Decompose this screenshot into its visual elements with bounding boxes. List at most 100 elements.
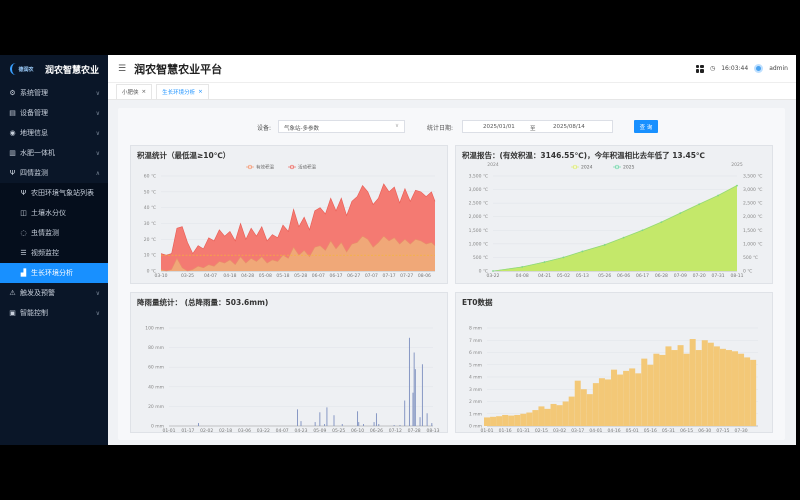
rain-bar: [408, 337, 410, 426]
y-tick-label: 4 mm: [469, 375, 482, 381]
x-tick-label: 04-18: [223, 273, 236, 279]
username[interactable]: admin: [769, 65, 788, 72]
eto-bar: [556, 405, 563, 426]
right-axis-name: 2025: [731, 162, 743, 168]
sidebar-item[interactable]: ▟ 生长环境分析: [0, 263, 108, 283]
y-tick-label: 0 ℃: [479, 269, 488, 275]
legend-label: 活动积温: [298, 164, 316, 171]
device-icon: ▤: [9, 109, 16, 117]
chart-title: 降雨量统计： (总降雨量：503.6mm): [137, 298, 269, 307]
date-label: 统计日期:: [427, 125, 454, 132]
sidebar-item[interactable]: ◉ 地理信息 ∨: [0, 123, 108, 143]
query-button[interactable]: 查 询: [634, 120, 658, 133]
y-tick-label: 0 ℃: [147, 269, 156, 275]
sidebar-item[interactable]: ⚙ 系统管理 ∨: [0, 83, 108, 103]
eto-bar: [683, 353, 690, 426]
x-tick-label: 05-08: [259, 273, 272, 279]
device-select[interactable]: 气象站-多参数 ∨: [278, 120, 405, 133]
sidebar-item[interactable]: ▣ 智能控制 ∨: [0, 303, 108, 323]
sidebar-item-label: 虫情监测: [31, 229, 59, 237]
eto-bar: [617, 374, 624, 426]
data-point: [581, 250, 584, 253]
sidebar-item[interactable]: ⚠ 触发及预警 ∨: [0, 283, 108, 303]
x-tick-label: 08-06: [418, 273, 431, 279]
sidebar-item-label: 系统管理: [20, 89, 48, 97]
chart-title: 积温报告：(有效积温：3146.55℃)，今年积温相比去年低了 13.45℃: [462, 151, 706, 160]
x-tick-label: 05-02: [557, 273, 570, 279]
sidebar-item[interactable]: ☰ 视频监控: [0, 243, 108, 263]
chevron-down-icon: ∨: [95, 309, 100, 317]
x-tick-label: 01-01: [162, 428, 175, 434]
avatar[interactable]: [754, 64, 764, 73]
y-tick-label: 7 mm: [469, 338, 482, 344]
data-point: [622, 236, 625, 239]
x-tick-label: 05-18: [276, 273, 289, 279]
x-tick-label: 04-23: [294, 428, 307, 434]
sidebar-item[interactable]: ◫ 土壤水分仪: [0, 203, 108, 223]
rain-bar: [375, 413, 377, 426]
date-range-picker[interactable]: 2025/01/01 至 2025/08/14: [462, 120, 613, 133]
eto-bar: [496, 416, 503, 426]
eto-bar: [611, 369, 618, 426]
y2-tick-label: 3,500 ℃: [743, 174, 762, 180]
sidebar: 德润农 润农智慧农业 ⚙ 系统管理 ∨ ▤ 设备管理 ∨ ◉ 地理信息 ∨ ▥ 水肥一体机 ∨ Ψ 四情监…: [0, 55, 108, 445]
close-icon[interactable]: ×: [141, 89, 147, 95]
rain-bar: [198, 423, 199, 426]
x-tick-label: 03-22: [257, 428, 270, 434]
eto-bar: [641, 358, 648, 426]
y2-tick-label: 1,500 ℃: [743, 228, 762, 234]
sidebar-item-label: 视频监控: [31, 249, 59, 257]
eto-bar: [604, 379, 611, 426]
y-tick-label: 5 mm: [469, 362, 482, 368]
sidebar-item-label: 土壤水分仪: [31, 209, 66, 217]
sidebar-item[interactable]: ▤ 设备管理 ∨: [0, 103, 108, 123]
list-icon: ☰: [20, 249, 27, 257]
eto-bar: [713, 346, 720, 426]
y-tick-label: 8 mm: [469, 326, 482, 332]
irrigation-icon: ▥: [9, 149, 16, 157]
x-tick-label: 03-10: [154, 273, 167, 279]
x-tick-label: 07-07: [365, 273, 378, 279]
x-tick-label: 03-06: [238, 428, 251, 434]
sidebar-item[interactable]: Ψ 农田环境气象站列表: [0, 183, 108, 203]
eto-bar: [514, 414, 521, 426]
y-tick-label: 6 mm: [469, 350, 482, 356]
y-tick-label: 60 ℃: [144, 174, 156, 180]
close-icon[interactable]: ×: [198, 89, 203, 95]
y-tick-label: 500 ℃: [473, 255, 488, 261]
y-tick-label: 10 ℃: [144, 253, 156, 259]
sidebar-item[interactable]: ▥ 水肥一体机 ∨: [0, 143, 108, 163]
sidebar-item[interactable]: Ψ 四情监测 ∧: [0, 163, 108, 183]
tab-growth-analysis[interactable]: 生长环境分析 ×: [156, 84, 209, 99]
x-tick-label: 02-02: [200, 428, 213, 434]
rain-bar: [319, 412, 321, 426]
app: 德润农 润农智慧农业 ⚙ 系统管理 ∨ ▤ 设备管理 ∨ ◉ 地理信息 ∨ ▥ 水肥一体机 ∨ Ψ 四情监…: [0, 55, 796, 445]
soil-icon: ◫: [20, 209, 27, 217]
data-point: [603, 244, 606, 246]
sidebar-item-label: 四情监测: [20, 169, 48, 177]
x-tick-label: 08-13: [426, 428, 439, 434]
eto-bar: [701, 340, 708, 426]
alert-icon: ⚠: [9, 289, 16, 297]
sidebar-item[interactable]: ◌ 虫情监测: [0, 223, 108, 243]
sidebar-item-label: 设备管理: [20, 109, 48, 117]
chevron-down-icon: ∨: [95, 289, 100, 297]
x-tick-label: 05-31: [662, 428, 675, 434]
eto-bar: [695, 350, 702, 426]
fullscreen-grid-icon[interactable]: [695, 64, 704, 73]
x-tick-label: 06-06: [617, 273, 630, 279]
menu-toggle-icon[interactable]: ☰: [118, 63, 127, 74]
y-tick-label: 1 mm: [469, 411, 482, 417]
x-tick-label: 08-11: [730, 273, 743, 279]
eto-bar: [719, 348, 726, 426]
eto-bar: [586, 394, 593, 426]
start-date[interactable]: 2025/01/01: [483, 124, 515, 130]
end-date[interactable]: 2025/08/14: [553, 124, 585, 130]
eto-bar: [550, 403, 557, 426]
tab-xiaofeixia[interactable]: 小肥侠 ×: [116, 84, 153, 99]
eto-bar: [538, 406, 545, 426]
data-point: [736, 184, 738, 187]
rain-bar: [326, 407, 328, 426]
data-point: [641, 229, 644, 232]
x-tick-label: 04-01: [589, 428, 602, 434]
